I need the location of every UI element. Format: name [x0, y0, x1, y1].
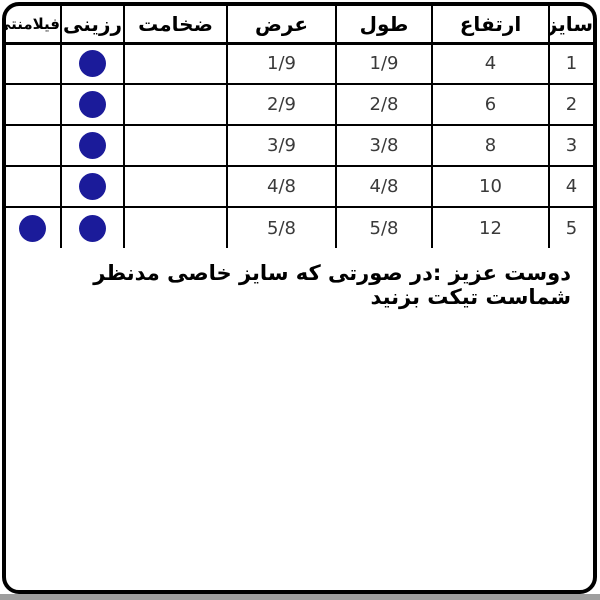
header-length: طول [335, 6, 433, 45]
cell-width: 3/9 [226, 124, 337, 167]
cell-size: 5 [548, 206, 593, 249]
cell-resin [60, 124, 125, 167]
cell-resin [60, 83, 125, 126]
table-row: 1 4 1/9 1/9 [6, 42, 593, 85]
header-row: سایز ارتفاع طول عرض ضخامت رزینی فیلامنتی [6, 6, 593, 45]
cell-height: 10 [431, 165, 550, 208]
cell-size: 4 [548, 165, 593, 208]
cell-height: 6 [431, 83, 550, 126]
cell-height: 8 [431, 124, 550, 167]
bottom-edge-strip [0, 594, 600, 600]
cell-thickness [123, 206, 228, 249]
cell-resin [60, 42, 125, 85]
header-height: ارتفاع [431, 6, 550, 45]
cell-filament [6, 206, 62, 249]
cell-size: 3 [548, 124, 593, 167]
size-spec-table: سایز ارتفاع طول عرض ضخامت رزینی فیلامنتی… [6, 6, 593, 249]
table-row: 4 10 4/8 4/8 [6, 165, 593, 208]
cell-filament [6, 165, 62, 208]
cell-length: 4/8 [335, 165, 433, 208]
cell-thickness [123, 42, 228, 85]
cell-resin [60, 165, 125, 208]
cell-length: 3/8 [335, 124, 433, 167]
cell-width: 4/8 [226, 165, 337, 208]
spec-card: سایز ارتفاع طول عرض ضخامت رزینی فیلامنتی… [2, 2, 597, 594]
cell-width: 5/8 [226, 206, 337, 249]
cell-filament [6, 83, 62, 126]
cell-filament [6, 42, 62, 85]
cell-length: 1/9 [335, 42, 433, 85]
resin-dot [79, 173, 106, 200]
resin-dot [79, 132, 106, 159]
cell-height: 12 [431, 206, 550, 249]
resin-dot [79, 50, 106, 78]
cell-thickness [123, 83, 228, 126]
header-width: عرض [226, 6, 337, 45]
cell-size: 1 [548, 42, 593, 85]
header-thickness: ضخامت [123, 6, 228, 45]
table-row: 2 6 2/8 2/9 [6, 83, 593, 126]
cell-length: 5/8 [335, 206, 433, 249]
header-filament: فیلامنتی [6, 6, 62, 45]
resin-dot [79, 214, 106, 242]
cell-height: 4 [431, 42, 550, 85]
cell-thickness [123, 124, 228, 167]
cell-filament [6, 124, 62, 167]
cell-size: 2 [548, 83, 593, 126]
cell-width: 2/9 [226, 83, 337, 126]
cell-resin [60, 206, 125, 249]
cell-length: 2/8 [335, 83, 433, 126]
resin-dot [79, 91, 106, 118]
note-text: دوست عزیز :در صورتی که سایز خاصی مدنظر ش… [93, 261, 571, 309]
cell-width: 1/9 [226, 42, 337, 85]
table-row: 3 8 3/8 3/9 [6, 124, 593, 167]
cell-thickness [123, 165, 228, 208]
table-row: 5 12 5/8 5/8 [6, 206, 593, 249]
filament-dot [19, 214, 46, 242]
header-resin: رزینی [60, 6, 125, 45]
header-size: سایز [548, 6, 593, 45]
